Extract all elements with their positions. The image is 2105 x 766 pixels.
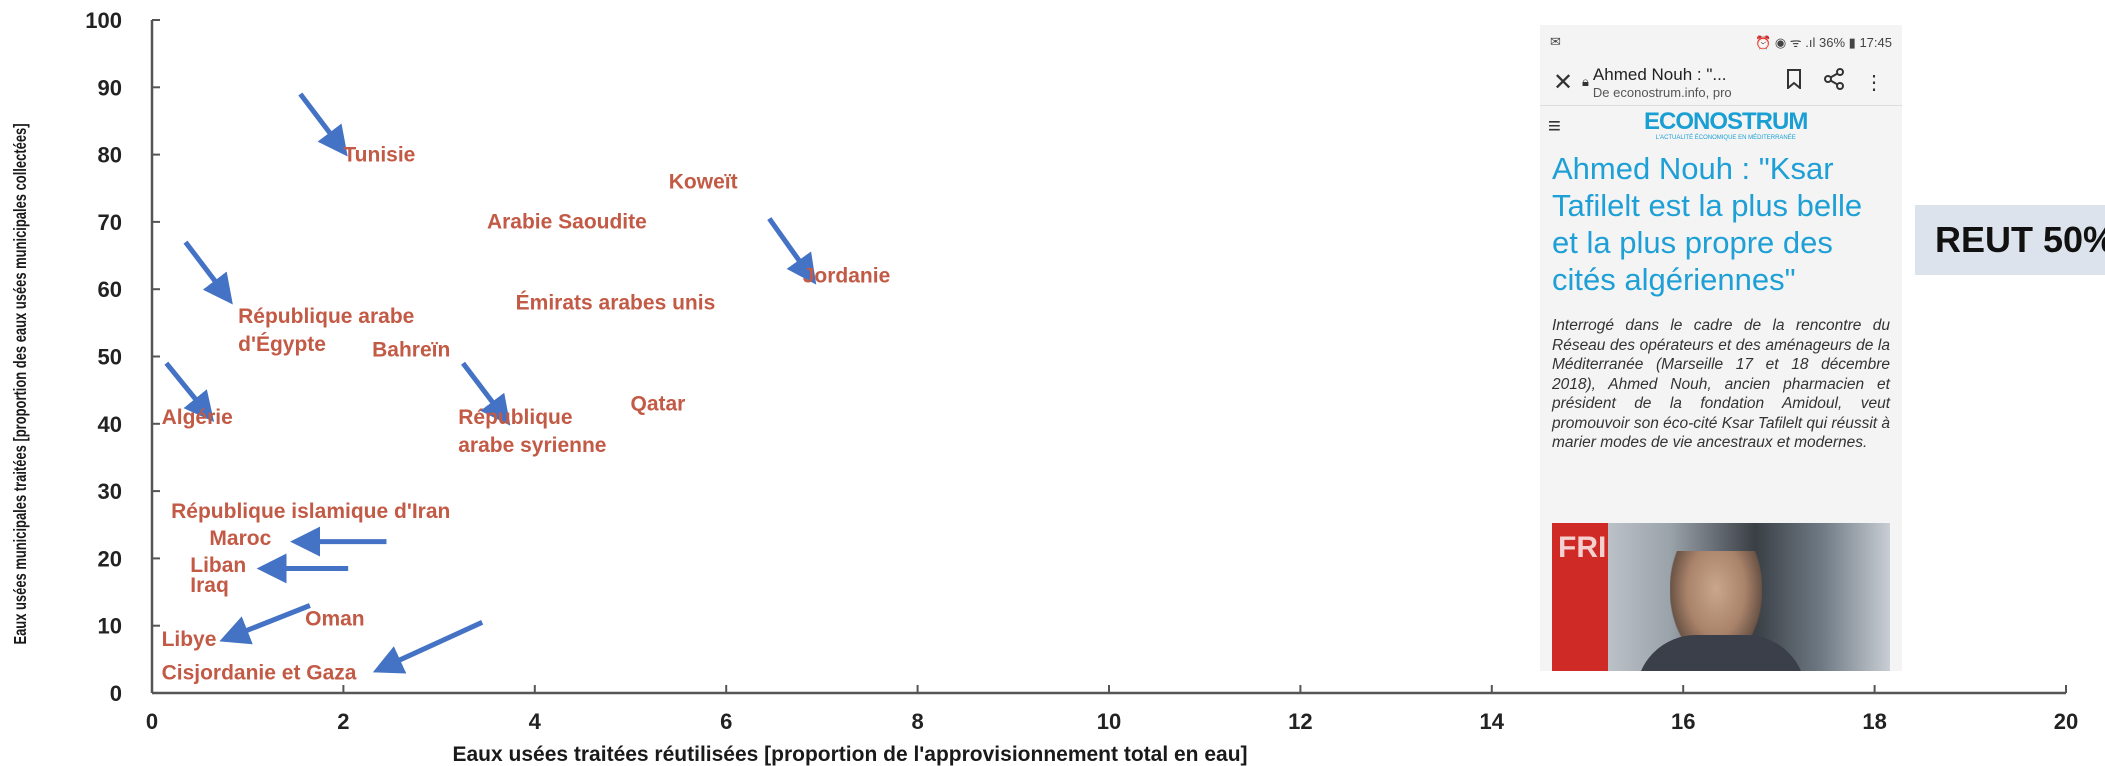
notification-icon: ✉ — [1550, 34, 1561, 49]
y-tick-label: 0 — [110, 681, 122, 706]
annotation-arrow — [219, 603, 311, 645]
country-label: Arabie Saoudite — [487, 211, 647, 234]
y-tick-label: 80 — [98, 143, 122, 168]
tick-labels: 0 10 20 30 40 50 60 70 80 90 100 0 2 4 6 8 10 12 14 16 18 20 — [85, 8, 2078, 734]
annotation-arrow — [767, 217, 817, 285]
x-tick-label: 2 — [337, 709, 349, 734]
article-headline[interactable]: Ahmed Nouh : "Ksar Tafilelt est la plus … — [1552, 151, 1863, 297]
annotation-arrow — [164, 361, 215, 422]
annotation-arrow — [298, 92, 348, 157]
photo-person-body — [1636, 635, 1806, 671]
y-axis-title: Eaux usées municipales traitées [proport… — [11, 123, 31, 644]
status-right: ⏰ ◉ ᯤ .ıl 36% ▮ 17:45 — [1755, 33, 1892, 51]
close-icon[interactable]: ✕ — [1552, 68, 1574, 96]
country-label: République arabe syrienne — [458, 406, 606, 457]
country-label: Qatar — [631, 392, 686, 415]
y-tick-label: 30 — [98, 479, 122, 504]
y-tick-label: 90 — [98, 75, 122, 100]
country-label: République arabe d'Égypte — [238, 305, 414, 356]
article-lede: Interrogé dans le cadre de la rencontre … — [1552, 317, 1890, 451]
y-tick-label: 20 — [98, 546, 122, 571]
y-tick-label: 40 — [98, 412, 122, 437]
country-label: Maroc — [209, 527, 271, 550]
x-tick-label: 0 — [146, 709, 158, 734]
bookmark-icon[interactable] — [1774, 69, 1814, 95]
page-info[interactable]: Ahmed Nouh : "... De econostrum.info, pr… — [1593, 65, 1774, 100]
x-tick-label: 18 — [1862, 709, 1886, 734]
country-label: Liban — [190, 554, 246, 577]
country-label: Jordanie — [803, 264, 891, 287]
battery-icon: ▮ — [1848, 35, 1856, 50]
browser-toolbar: ✕ 🔒︎ Ahmed Nouh : "... De econostrum.inf… — [1540, 59, 1902, 106]
x-tick-label: 8 — [911, 709, 923, 734]
annotation-arrows — [164, 92, 817, 674]
x-tick-label: 12 — [1288, 709, 1312, 734]
x-axis-title: Eaux usées traitées réutilisées [proport… — [452, 743, 1247, 766]
y-tick-label: 10 — [98, 614, 122, 639]
country-label: Algérie — [162, 406, 233, 429]
country-label: Tunisie — [343, 143, 415, 166]
y-tick-label: 50 — [98, 345, 122, 370]
x-tick-label: 10 — [1097, 709, 1121, 734]
y-tick-label: 70 — [98, 210, 122, 235]
y-tick-label: 100 — [85, 8, 122, 33]
page-url: De econostrum.info, pro — [1592, 84, 1732, 100]
site-header: ≡ ECONOSTRUM L'ACTUALITÉ ÉCONOMIQUE EN M… — [1540, 106, 1902, 146]
y-tick-label: 60 — [98, 277, 122, 302]
x-tick-label: 16 — [1671, 709, 1695, 734]
annotation-arrow — [183, 240, 233, 305]
menu-icon[interactable]: ≡ — [1548, 113, 1561, 138]
phone-screenshot: ✉ ⏰ ◉ ᯤ .ıl 36% ▮ 17:45 ✕ 🔒︎ Ahmed Nouh … — [1540, 25, 1902, 671]
country-label: Koweït — [669, 170, 738, 193]
econostrum-logo[interactable]: ECONOSTRUM L'ACTUALITÉ ÉCONOMIQUE EN MÉD… — [1644, 108, 1808, 142]
country-label: Oman — [305, 608, 365, 631]
photo-banner: FRI — [1552, 523, 1608, 671]
x-tick-label: 4 — [529, 709, 542, 734]
country-label: Bahreïn — [372, 339, 450, 362]
logo-tagline: L'ACTUALITÉ ÉCONOMIQUE EN MÉDITERRANÉE — [1655, 135, 1796, 141]
status-bar: ✉ ⏰ ◉ ᯤ .ıl 36% ▮ 17:45 — [1540, 25, 1902, 59]
country-label: Iraq — [190, 574, 229, 597]
axes — [150, 19, 2067, 695]
country-label: République islamique d'Iran — [171, 500, 450, 523]
status-icons: ⏰ ◉ ᯤ .ıl — [1755, 35, 1816, 50]
logo-text: ECONOSTRUM — [1644, 108, 1808, 135]
share-icon[interactable] — [1814, 68, 1854, 96]
annotation-arrow — [461, 361, 511, 426]
country-label: Émirats arabes unis — [516, 291, 716, 314]
x-tick-label: 20 — [2054, 709, 2078, 734]
article-photo[interactable]: FRI — [1552, 523, 1890, 671]
x-tick-label: 6 — [720, 709, 732, 734]
x-tick-label: 14 — [1480, 709, 1505, 734]
clock: 17:45 — [1859, 35, 1892, 50]
country-label: Libye — [162, 628, 217, 651]
lock-icon: 🔒︎ — [1582, 74, 1589, 89]
more-options-icon[interactable]: ⋮ — [1864, 71, 1884, 94]
side-label: REUT 50% — [1915, 205, 2105, 275]
country-labels: Tunisie Koweït Arabie Saoudite Jordanie Émir… — [162, 143, 891, 684]
annotation-arrow — [372, 620, 484, 674]
page-title: Ahmed Nouh : "... — [1592, 64, 1727, 84]
battery-level: 36% — [1819, 35, 1846, 50]
country-label: Cisjordanie et Gaza — [162, 662, 357, 685]
